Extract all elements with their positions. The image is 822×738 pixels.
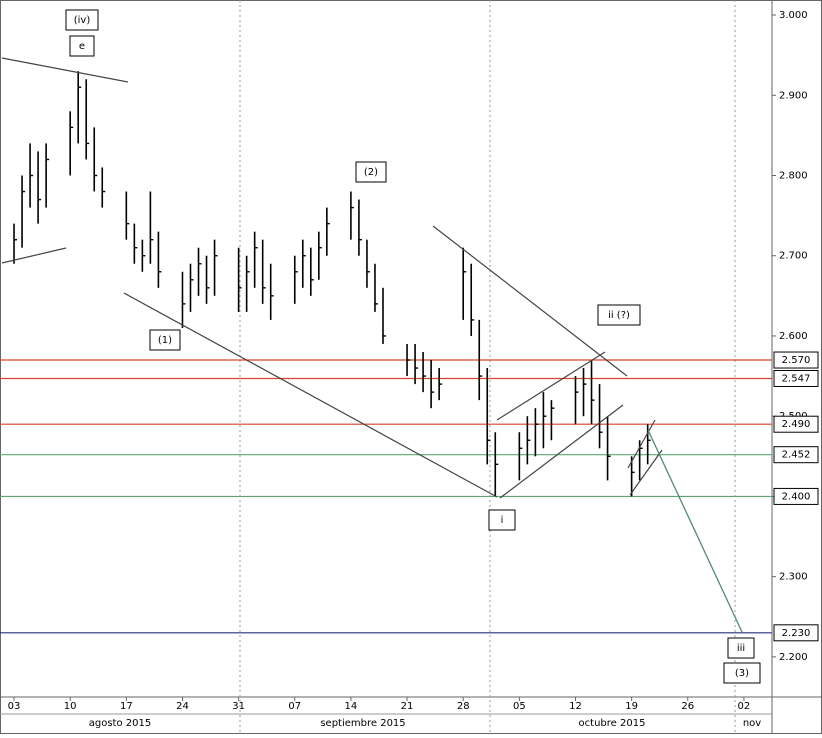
trendlines (1, 57, 743, 633)
month-label: septiembre 2015 (320, 718, 405, 729)
x-tick-label: 07 (288, 701, 301, 712)
trendline (1, 57, 129, 83)
trendline (627, 419, 656, 469)
x-tick-label: 19 (625, 701, 638, 712)
x-tick-label: 05 (513, 701, 526, 712)
projection-line (647, 429, 743, 633)
x-tick-label: 17 (120, 701, 133, 712)
month-label: nov (743, 718, 761, 729)
annotation: (2) (364, 167, 378, 178)
annotation-box (597, 304, 641, 326)
month-separators (239, 0, 736, 734)
annotation-box (488, 509, 516, 531)
trendline (1, 247, 67, 264)
level-label-box (773, 624, 819, 642)
x-tick-label: 24 (176, 701, 189, 712)
x-tick-label: 21 (401, 701, 414, 712)
annotation: ii (?) (608, 310, 630, 321)
annotation-box (727, 637, 755, 659)
annotation: (1) (158, 335, 172, 346)
level-label: 2.452 (782, 450, 811, 461)
level-label: 2.490 (782, 419, 811, 430)
annotation-box (149, 329, 181, 351)
x-tick-label: 12 (569, 701, 582, 712)
y-tick-label: 2.800 (779, 170, 808, 181)
annotation: e (79, 41, 85, 52)
annotation: (iv) (74, 15, 91, 26)
annotation-box (69, 35, 95, 57)
x-tick-label: 14 (345, 701, 358, 712)
trendline (123, 292, 498, 498)
y-tick-label: 2.700 (779, 251, 808, 262)
level-label-box (773, 415, 819, 433)
month-label: agosto 2015 (89, 718, 151, 729)
level-label: 2.547 (782, 373, 811, 384)
trendline (629, 449, 663, 496)
annotation: (3) (735, 668, 749, 679)
level-label-box (773, 351, 819, 369)
x-tick-label: 02 (738, 701, 751, 712)
x-tick-label: 26 (681, 701, 694, 712)
annotation: iii (737, 643, 745, 654)
level-label: 2.570 (782, 355, 811, 366)
x-tick-label: 28 (457, 701, 470, 712)
y-tick-label: 2.900 (779, 90, 808, 101)
annotations: (iv) e (1) (2) ii (?) i iii (3) (65, 9, 761, 684)
level-label: 2.400 (782, 491, 811, 502)
annotation: i (501, 515, 504, 526)
annotation-box (723, 662, 761, 684)
level-label-box (773, 487, 819, 505)
level-label: 2.230 (782, 628, 811, 639)
x-tick-label: 31 (232, 701, 245, 712)
level-label-box (773, 369, 819, 387)
y-tick-label: 3.000 (779, 10, 808, 21)
y-tick-label: 2.200 (779, 652, 808, 663)
x-tick-label: 10 (64, 701, 77, 712)
trendline (432, 225, 628, 377)
month-label: octubre 2015 (579, 718, 646, 729)
x-tick-label: 03 (8, 701, 21, 712)
annotation-box (65, 9, 99, 31)
y-tick-label: 2.600 (779, 331, 808, 342)
annotation-box (355, 161, 387, 183)
trendline (496, 351, 606, 421)
level-label-box (773, 446, 819, 464)
trendline (499, 404, 624, 499)
y-tick-label: 2.300 (779, 572, 808, 583)
